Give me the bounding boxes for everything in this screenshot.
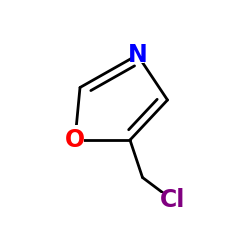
FancyBboxPatch shape	[66, 132, 84, 148]
Text: O: O	[65, 128, 85, 152]
Text: Cl: Cl	[160, 188, 185, 212]
FancyBboxPatch shape	[131, 48, 144, 62]
FancyBboxPatch shape	[61, 125, 79, 140]
FancyBboxPatch shape	[136, 45, 149, 60]
FancyBboxPatch shape	[169, 195, 191, 210]
Text: N: N	[128, 43, 148, 67]
FancyBboxPatch shape	[161, 192, 184, 208]
